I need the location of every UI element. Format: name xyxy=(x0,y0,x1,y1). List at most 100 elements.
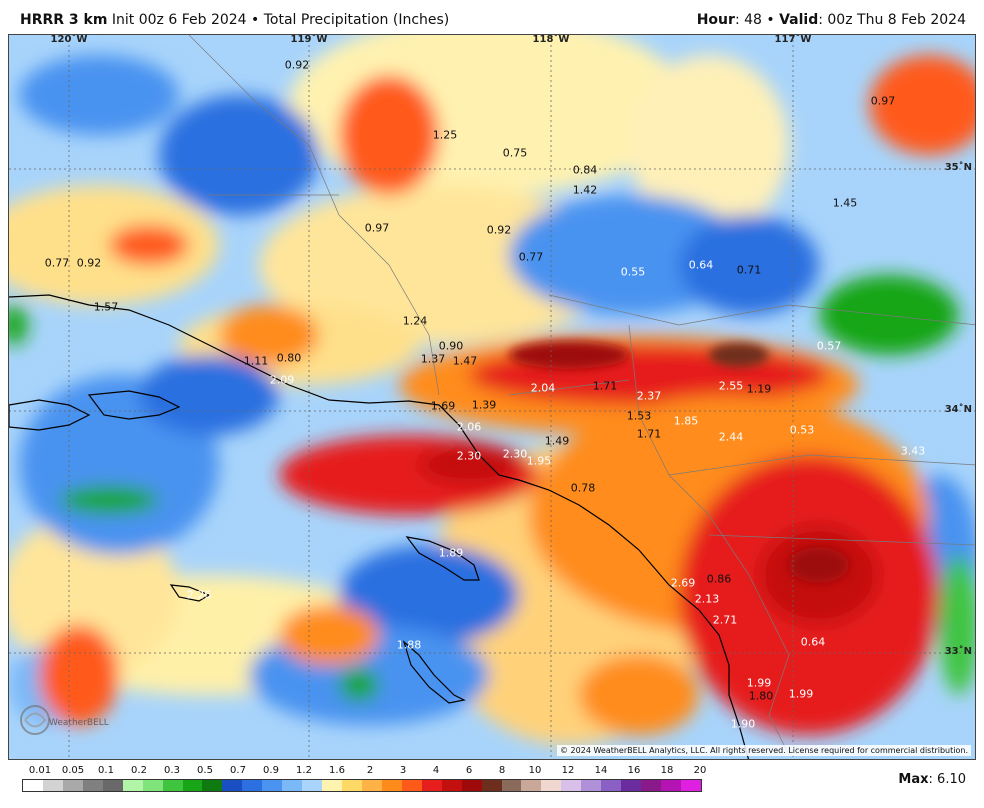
legend-color-swatch xyxy=(162,780,183,791)
legend-color-swatch xyxy=(680,780,701,791)
legend-tick-label: 0.01 xyxy=(28,765,52,776)
legend-color-swatch xyxy=(441,780,462,791)
legend-color-swatch xyxy=(242,780,263,791)
precip-value-label: 1.89 xyxy=(438,546,464,560)
legend-tick-label: 18 xyxy=(660,765,674,776)
lon-label-120: 120˚W xyxy=(50,34,88,45)
precip-value-label: 2.30 xyxy=(456,449,482,463)
precip-value-label: 0.84 xyxy=(572,163,598,177)
precip-value-label: 1.53 xyxy=(626,409,652,423)
legend-color-swatch xyxy=(641,780,661,791)
separator-2: • xyxy=(761,12,780,28)
precip-value-label: 2.09 xyxy=(269,373,295,387)
lon-label-117: 117˚W xyxy=(774,34,812,45)
precip-value-label: 0.64 xyxy=(688,258,714,272)
legend-tick-label: 3 xyxy=(399,765,407,776)
legend-tick-label: 0.3 xyxy=(164,765,180,776)
precip-value-label: 1.80 xyxy=(748,689,774,703)
precip-value-label: 0.78 xyxy=(570,481,596,495)
valid-value: : 00z Thu 8 Feb 2024 xyxy=(818,12,966,28)
precip-value-label: 0.90 xyxy=(438,339,464,353)
legend-tick-label: 0.5 xyxy=(197,765,213,776)
precip-value-label: 2.30 xyxy=(502,447,528,461)
precip-value-label: 0.92 xyxy=(76,256,102,270)
legend-color-swatch xyxy=(621,780,642,791)
precip-map: 120˚W 119˚W 118˚W 117˚W 35˚N 34˚N 33˚N 0… xyxy=(8,34,976,760)
precip-value-label: 1.90 xyxy=(730,717,756,731)
copyright-notice: © 2024 WeatherBELL Analytics, LLC. All r… xyxy=(557,745,971,756)
max-label: Max xyxy=(898,772,929,787)
init-time: Init 00z 6 Feb 2024 xyxy=(111,12,247,28)
legend-color-swatch xyxy=(601,780,622,791)
title: HRRR 3 km Init 00z 6 Feb 2024 • Total Pr… xyxy=(20,12,449,28)
legend-color-swatch xyxy=(381,780,402,791)
separator: • xyxy=(246,12,264,28)
precip-value-label: 0.55 xyxy=(620,265,646,279)
legend-color-swatch xyxy=(222,780,243,791)
legend-color-swatch xyxy=(661,780,681,791)
precip-value-label: 1.57 xyxy=(93,300,119,314)
legend-tick-label: 4 xyxy=(432,765,440,776)
legend-color-swatch xyxy=(142,780,163,791)
legend-tick-label: 14 xyxy=(594,765,608,776)
logo-swirl-icon: WeatherBELL xyxy=(20,705,109,735)
legend-tick-label: 0.2 xyxy=(131,765,147,776)
precip-value-label: 1.11 xyxy=(243,354,269,368)
legend-color-swatch xyxy=(342,780,362,791)
legend-color-swatch xyxy=(23,780,43,791)
precip-value-label: 1.71 xyxy=(636,427,662,441)
precip-value-label: 2.69 xyxy=(670,576,696,590)
precip-value-label: 1.19 xyxy=(746,382,772,396)
precip-value-label: 2.06 xyxy=(456,420,482,434)
precip-value-label: 1.42 xyxy=(572,183,598,197)
legend-tick-label: 16 xyxy=(627,765,641,776)
precip-value-label: 1.45 xyxy=(832,196,858,210)
lat-label-35: 35˚N xyxy=(944,162,972,173)
legend-color-swatch xyxy=(461,780,482,791)
precip-value-label: 1.24 xyxy=(402,314,428,328)
legend-color-swatch xyxy=(82,780,103,791)
lon-label-118: 118˚W xyxy=(532,34,570,45)
legend-tick-label: 10 xyxy=(528,765,542,776)
precip-value-label: 0.77 xyxy=(44,256,70,270)
hour-label: Hour xyxy=(696,12,735,28)
header: HRRR 3 km Init 00z 6 Feb 2024 • Total Pr… xyxy=(0,0,984,34)
legend-color-swatch xyxy=(561,780,582,791)
precip-value-label: 0.97 xyxy=(870,94,896,108)
legend-color-swatch xyxy=(501,780,522,791)
legend-color-swatch xyxy=(182,780,203,791)
precip-value-label: 1.88 xyxy=(396,638,422,652)
precip-value-label: 0.92 xyxy=(284,58,310,72)
legend-tick-label: 1.6 xyxy=(329,765,345,776)
precip-value-label: 2.55 xyxy=(718,379,744,393)
hour-value: : 48 xyxy=(734,12,762,28)
legend-color-swatch xyxy=(481,780,502,791)
lat-label-33: 33˚N xyxy=(944,646,972,657)
legend-color-swatch xyxy=(102,780,123,791)
precip-value-label: 1.25 xyxy=(432,128,458,142)
legend-color-swatch xyxy=(581,780,602,791)
legend-color-swatch xyxy=(42,780,63,791)
valid-label: Valid xyxy=(779,12,819,28)
legend-color-swatch xyxy=(262,780,283,791)
legend-tick-label: 20 xyxy=(693,765,707,776)
precip-value-label: 0.57 xyxy=(816,339,842,353)
svg-text:WeatherBELL: WeatherBELL xyxy=(49,718,109,728)
legend-tick-label: 0.05 xyxy=(61,765,85,776)
legend-tick-label: 0.1 xyxy=(98,765,114,776)
legend-tick-label: 12 xyxy=(561,765,575,776)
legend-color-swatch xyxy=(361,780,382,791)
legend-color-swatch xyxy=(401,780,422,791)
precip-value-label: 1.99 xyxy=(746,676,772,690)
precip-value-label: 1.71 xyxy=(592,379,618,393)
legend-color-swatch xyxy=(282,780,303,791)
max-value: Max: 6.10 xyxy=(898,772,966,787)
precip-value-label: 1.47 xyxy=(452,354,478,368)
legend-labels: 0.01 0.05 0.1 0.2 0.3 0.5 0.7 0.9 1.2 1.6 2 3 4 6 8 10 1… xyxy=(22,765,707,777)
legend-tick-label: 6 xyxy=(465,765,473,776)
precip-value-label: 0.92 xyxy=(486,223,512,237)
legend-color-swatch xyxy=(122,780,143,791)
precip-value-label: 0.86 xyxy=(706,572,732,586)
legend-colorbar xyxy=(22,779,702,792)
legend-color-swatch xyxy=(421,780,442,791)
